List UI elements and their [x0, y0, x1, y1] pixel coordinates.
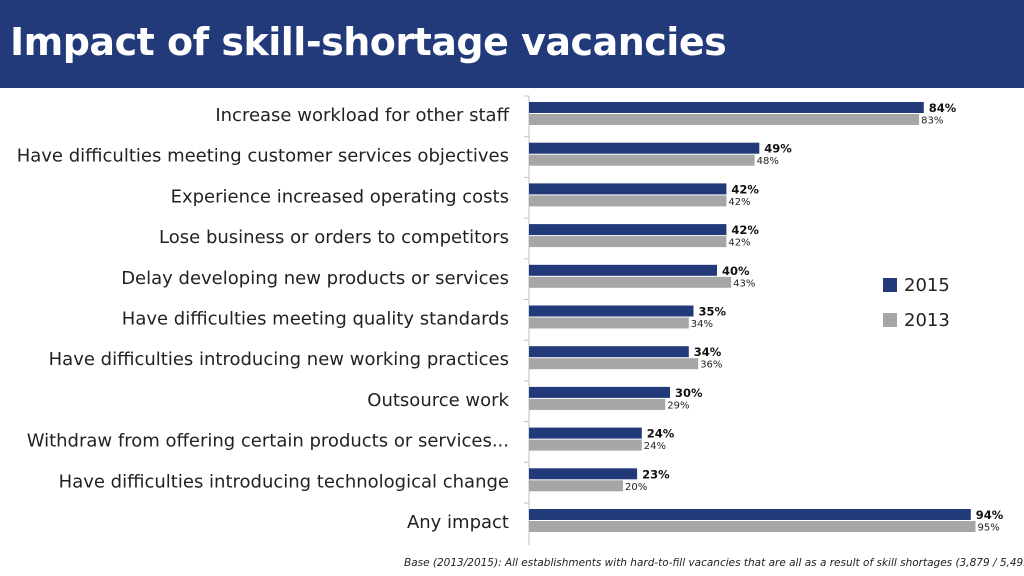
legend-swatch-2013	[883, 313, 897, 327]
bar-2015	[529, 224, 727, 236]
data-label-2015: 34%	[694, 345, 722, 359]
bar-2015	[529, 102, 924, 113]
category-label: Outsource work	[367, 390, 509, 411]
bar-2015	[529, 427, 642, 439]
data-label-2013: 42%	[728, 238, 750, 249]
bar-2013	[529, 521, 976, 532]
data-label-2013: 95%	[978, 523, 1000, 534]
bar-2015	[529, 509, 971, 520]
chart-labels: Increase workload for other staff 84%83% H…	[17, 101, 1004, 534]
bar-2013	[529, 195, 727, 207]
bar-2013	[529, 236, 727, 248]
data-label-2013: 36%	[700, 360, 722, 371]
data-label-2015: 40%	[722, 264, 750, 278]
bar-2015	[529, 468, 638, 480]
bar-2015	[529, 305, 694, 317]
category-label: Delay developing new products or service…	[121, 268, 509, 289]
bar-2013	[529, 276, 732, 288]
legend-label-2015: 2015	[904, 275, 950, 296]
data-label-2013: 29%	[667, 400, 689, 411]
bar-2013	[529, 358, 699, 370]
header-bar: Impact of skill-shortage vacancies	[0, 0, 1024, 88]
category-label: Have difficulties meeting customer servi…	[17, 146, 509, 167]
data-label-2015: 84%	[929, 101, 957, 115]
bar-2015	[529, 183, 727, 195]
category-label: Withdraw from offering certain products …	[27, 431, 509, 452]
category-label: Have difficulties introducing new workin…	[49, 349, 509, 370]
data-label-2015: 23%	[642, 467, 670, 481]
page-title: Impact of skill-shortage vacancies	[10, 20, 727, 64]
category-label: Have difficulties meeting quality standa…	[122, 309, 509, 330]
data-label-2013: 83%	[921, 116, 943, 127]
base-footnote: Base (2013/2015): All establishments wit…	[404, 557, 1024, 569]
category-label: Have difficulties introducing technologi…	[59, 471, 509, 492]
data-label-2015: 42%	[731, 223, 759, 237]
bar-chart: Increase workload for other staff 84%83% H…	[17, 95, 1004, 545]
chart-bars	[529, 102, 976, 532]
data-label-2013: 48%	[757, 156, 779, 167]
bar-2013	[529, 317, 689, 329]
data-label-2015: 30%	[675, 386, 703, 400]
bar-2013	[529, 154, 755, 166]
data-label-2015: 24%	[647, 427, 675, 441]
category-label: Lose business or orders to competitors	[159, 227, 509, 248]
bar-2015	[529, 264, 717, 276]
bar-2015	[529, 386, 670, 398]
bar-2013	[529, 480, 623, 492]
data-label-2015: 42%	[731, 182, 759, 196]
category-label: Experience increased operating costs	[171, 186, 509, 207]
category-label: Any impact	[407, 512, 509, 533]
data-label-2015: 49%	[764, 142, 792, 156]
bar-2015	[529, 346, 689, 358]
data-label-2015: 35%	[699, 305, 727, 319]
data-label-2013: 34%	[691, 319, 713, 330]
legend-swatch-2015	[883, 278, 897, 292]
data-label-2013: 42%	[728, 197, 750, 208]
bar-2015	[529, 142, 760, 154]
bar-2013	[529, 398, 666, 410]
category-label: Increase workload for other staff	[215, 105, 509, 126]
data-label-2013: 43%	[733, 278, 755, 289]
chart-axis	[524, 95, 530, 545]
chart-legend: 2015 2013	[883, 275, 950, 331]
bar-2013	[529, 114, 920, 125]
data-label-2013: 24%	[644, 441, 666, 452]
data-label-2015: 94%	[976, 508, 1004, 522]
legend-label-2013: 2013	[904, 310, 950, 331]
data-label-2013: 20%	[625, 482, 647, 493]
bar-2013	[529, 439, 642, 451]
